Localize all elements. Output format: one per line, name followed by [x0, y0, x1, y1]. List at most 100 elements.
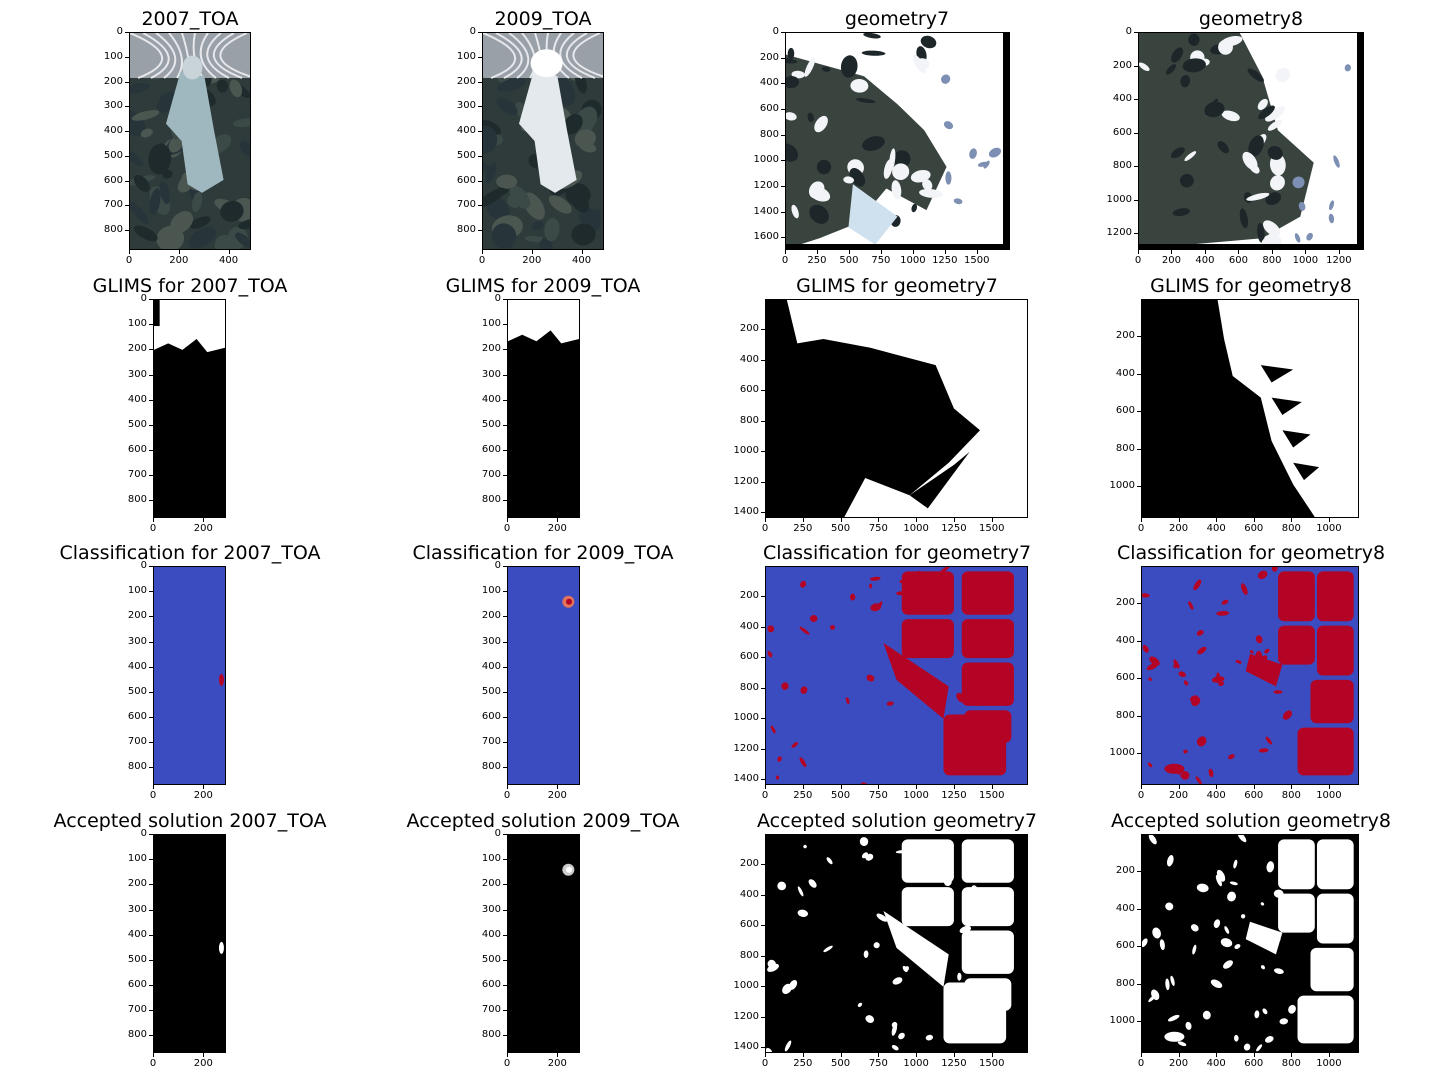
x-tick-mark [912, 250, 914, 254]
y-tick-label: 400 [481, 928, 501, 940]
terrain-patch [889, 148, 896, 171]
y-tick-mark [478, 230, 482, 232]
ice-fragment [971, 885, 977, 891]
x-tick-mark [1138, 250, 1139, 254]
ice-fragment [1183, 749, 1188, 754]
x-tick-label: 800 [1262, 255, 1282, 266]
y-tick-label: 400 [739, 353, 759, 365]
glacier-streak [572, 33, 603, 78]
ice-fragment [1216, 610, 1230, 616]
y-tick-label: 300 [481, 635, 501, 647]
x-tick-mark [765, 1053, 766, 1057]
shadow-patch [1328, 213, 1335, 224]
subplot-title: Accepted solution geometry7 [757, 810, 1037, 832]
nodata-edge [1003, 33, 1009, 249]
glacier-streak [508, 33, 530, 79]
y-tick-mark [761, 955, 765, 957]
ice-fragment [921, 912, 928, 918]
ice-fragment [1215, 874, 1222, 887]
y-tick-mark [781, 134, 785, 136]
ice-tile [964, 978, 1012, 1011]
subplot-title: 2009_TOA [494, 8, 592, 30]
x-tick-mark [178, 250, 180, 254]
terrain-patch [804, 57, 816, 77]
subplot-title: geometry7 [844, 8, 950, 30]
x-tick-label: 400 [219, 255, 239, 266]
y-tick-mark [503, 985, 507, 987]
ice-lobe [166, 71, 224, 193]
ice-fragment [970, 600, 975, 604]
ice-fragment [966, 849, 975, 857]
terrain-patch [1246, 192, 1270, 201]
y-tick-label: 0 [469, 26, 476, 37]
y-tick-mark [478, 81, 482, 83]
x-tick-label: 1000 [1316, 523, 1342, 534]
x-tick-mark [1171, 250, 1173, 254]
y-tick-mark [478, 155, 482, 157]
y-tick-label: 600 [739, 384, 759, 396]
terrain-patch [856, 98, 876, 104]
ice-fragment [973, 673, 982, 685]
ice-tile [961, 887, 1014, 927]
ice-fragment [823, 945, 833, 953]
y-tick-mark [1134, 32, 1138, 33]
y-tick-mark [503, 767, 507, 769]
y-tick-label: 600 [127, 711, 147, 723]
classification-background [154, 835, 225, 1052]
heatmap-image [508, 300, 579, 517]
shadow-patch [1333, 155, 1340, 168]
y-tick-label: 400 [739, 620, 759, 632]
x-tick-label: 0 [761, 1058, 769, 1069]
x-tick-mark [785, 250, 786, 254]
y-tick-label: 200 [481, 343, 501, 355]
ice-fragment [1260, 965, 1266, 970]
terrain-patch [1258, 105, 1275, 120]
shadow-patch [941, 74, 951, 84]
subplot-title: Classification for geometry8 [1116, 542, 1386, 564]
y-tick-label: 400 [481, 660, 501, 672]
terrain-patch [861, 50, 886, 56]
y-tick-label: 800 [1115, 977, 1135, 989]
ice-fragment [775, 775, 780, 780]
y-tick-mark [149, 349, 153, 351]
y-tick-mark [149, 450, 153, 452]
ice-fragment [1220, 938, 1233, 948]
x-tick-label: 500 [839, 255, 859, 266]
y-tick-mark [761, 359, 765, 361]
y-tick-mark [1134, 199, 1138, 201]
heatmap-image [1139, 33, 1363, 249]
x-tick-mark [916, 518, 918, 522]
image-plot-area [785, 32, 1010, 250]
y-tick-label: 1400 [733, 505, 759, 517]
ice-fragment [959, 925, 972, 934]
heatmap-image [766, 567, 1027, 784]
image-plot-area [482, 32, 604, 250]
ice-fragment [886, 701, 894, 706]
ice-fragment [953, 1025, 962, 1033]
x-tick-label: 1000 [903, 523, 929, 534]
y-tick-mark [125, 205, 129, 207]
ice-fragment [866, 674, 875, 682]
ice-fragment [1229, 881, 1238, 886]
y-tick-label: 1400 [733, 772, 759, 784]
x-tick-label: 1000 [900, 255, 926, 266]
ice-tile [1310, 947, 1354, 992]
y-tick-label: 400 [481, 393, 501, 405]
ice-fragment [799, 757, 807, 768]
terrain-patch [483, 125, 498, 154]
y-tick-label: 1400 [753, 205, 779, 217]
x-tick-label: 750 [868, 790, 888, 801]
y-tick-label: 200 [1115, 865, 1135, 877]
y-tick-mark [503, 691, 507, 693]
y-tick-mark [503, 959, 507, 961]
y-tick-label: 600 [739, 651, 759, 663]
image-plot-area [1141, 834, 1359, 1053]
y-tick-label: 1000 [1109, 480, 1135, 492]
ice-fragment [1240, 583, 1248, 595]
ice-fragment [1196, 736, 1207, 747]
terrain-patch [1270, 175, 1285, 191]
x-tick-mark [991, 518, 993, 522]
y-tick-mark [149, 859, 153, 861]
image-plot-area [507, 834, 580, 1053]
subplot-title: GLIMS for geometry8 [1150, 275, 1352, 297]
